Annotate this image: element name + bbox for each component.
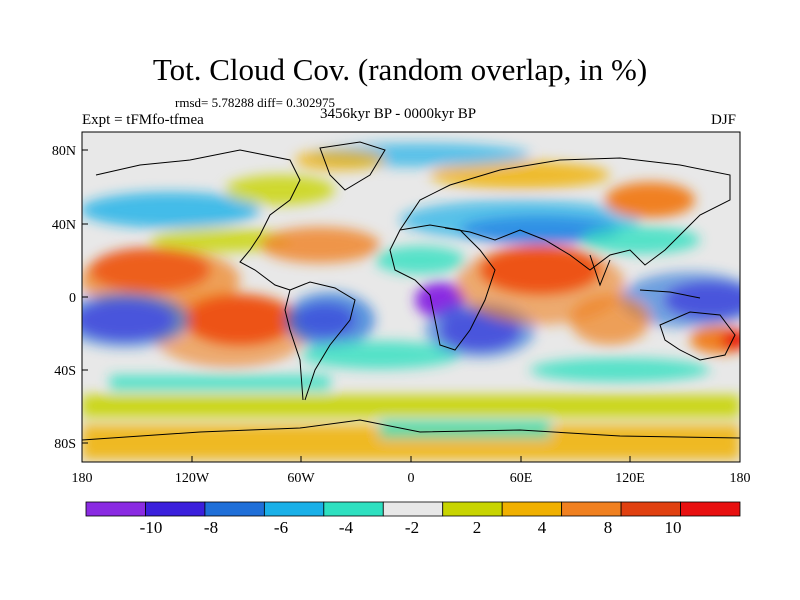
experiment-label: Expt = tFMfo-tfmea: [82, 112, 204, 128]
blob-nasia-cyan: [580, 226, 700, 254]
lon-tick-label: 180: [72, 471, 93, 486]
coastlines: [82, 141, 740, 441]
colorbar-labels: -10 -8 -6 -4 -2 2 4 8 10: [140, 518, 682, 537]
coast-north-america: [95, 149, 301, 291]
colorbar-swatch: [382, 501, 444, 517]
band-southern-cyan: [110, 375, 330, 391]
coast-india: [589, 254, 611, 287]
colorbar-swatch: [204, 501, 265, 517]
coast-australia: [659, 311, 736, 361]
lon-tick-label: 0: [408, 471, 415, 486]
stats-readout: rmsd= 5.78288 diff= 0.302975: [175, 95, 335, 110]
colorbar: [85, 501, 741, 517]
lat-tick-label: 80S: [54, 437, 76, 452]
colorbar-swatch: [145, 501, 206, 517]
blob-samerica-blue: [285, 292, 375, 348]
blob-sepac-orange: [150, 292, 310, 368]
chart-title: Tot. Cloud Cov. (random overlap, in %): [152, 52, 648, 87]
lon-tick-label: 120W: [175, 471, 210, 486]
blob-npac-yellow: [150, 228, 290, 252]
lon-tick-label: 180: [730, 471, 751, 486]
lon-tick-label: 60W: [287, 471, 315, 486]
colorbar-label: 8: [604, 518, 613, 537]
anomaly-field: [82, 143, 740, 460]
colorbar-label: 10: [665, 518, 682, 537]
colorbar-label: 2: [473, 518, 482, 537]
lon-tick-label: 120E: [615, 471, 645, 486]
lat-tick-marks: [82, 149, 88, 444]
colorbar-swatch: [501, 501, 563, 517]
blob-spac-cyan: [530, 358, 710, 382]
blob-satl-cyan: [300, 341, 460, 369]
lat-tick-labels: 80N 40N 0 40S 80S: [52, 144, 76, 452]
colorbar-label: -2: [405, 518, 419, 537]
colorbar-swatch: [323, 501, 384, 517]
coast-antarctica: [82, 419, 740, 441]
colorbar-swatch: [85, 501, 146, 517]
coast-south-america: [289, 281, 356, 401]
blob-greenland-orange: [295, 150, 385, 170]
colorbar-label: -10: [140, 518, 163, 537]
plot-area: [82, 132, 740, 462]
blob-indian-orange: [570, 295, 650, 345]
band-southern-cyan-2: [380, 420, 550, 438]
colorbar-label: 4: [538, 518, 547, 537]
colorbar-swatch: [442, 501, 503, 517]
colorbar-swatch: [680, 501, 741, 517]
coast-south-america-west: [284, 289, 304, 401]
blob-canada-yellow: [225, 175, 335, 205]
coast-greenland: [319, 141, 386, 191]
blob-siberia-orange: [430, 161, 610, 189]
blob-atl-cyan: [375, 246, 465, 274]
coast-indonesia: [639, 289, 701, 299]
blob-npac-cyan: [82, 192, 260, 228]
colorbar-swatch: [263, 501, 325, 517]
lat-tick-label: 40S: [54, 364, 76, 379]
blob-nasia-orange: [605, 182, 695, 218]
period-subtitle: 3456kyr BP - 0000kyr BP: [320, 106, 477, 122]
colorbar-label: -6: [274, 518, 288, 537]
blob-aus-red: [721, 330, 740, 350]
coast-africa: [389, 224, 496, 351]
colorbar-label: -8: [204, 518, 218, 537]
lat-tick-label: 0: [69, 291, 76, 306]
band-southern-yellow: [82, 395, 740, 417]
lat-tick-label: 80N: [52, 144, 76, 159]
lon-tick-labels: 180 120W 60W 0 60E 120E 180: [72, 471, 751, 486]
season-label: DJF: [711, 112, 737, 128]
colorbar-swatch: [561, 501, 622, 517]
blob-aus-orange: [690, 326, 740, 354]
lon-tick-marks: [81, 456, 741, 462]
coast-eurasia: [399, 157, 731, 271]
blob-atl-orange: [260, 227, 380, 263]
lat-tick-label: 40N: [52, 218, 76, 233]
blob-wpac-blue: [82, 292, 190, 348]
lon-tick-label: 60E: [510, 471, 533, 486]
colorbar-swatch: [620, 501, 681, 517]
colorbar-label: -4: [339, 518, 354, 537]
